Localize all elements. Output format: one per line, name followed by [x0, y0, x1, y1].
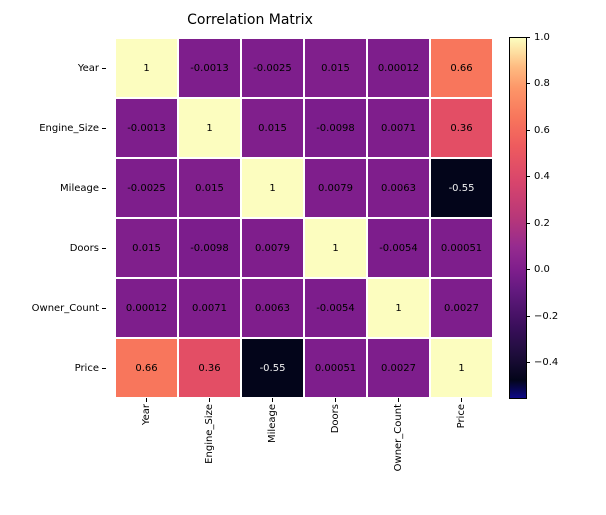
- heatmap-cell: 1: [367, 278, 430, 338]
- heatmap-cell: -0.0054: [367, 218, 430, 278]
- heatmap-cell: -0.0098: [178, 218, 241, 278]
- y-tick-label: Year: [0, 38, 110, 98]
- x-axis-labels: YearEngine_SizeMileageDoorsOwner_CountPr…: [115, 398, 493, 508]
- y-tick-label: Doors: [0, 218, 110, 278]
- heatmap-cell: -0.0098: [304, 98, 367, 158]
- heatmap-cell: 0.015: [115, 218, 178, 278]
- heatmap-cell: 0.015: [178, 158, 241, 218]
- y-tick-label: Engine_Size: [0, 98, 110, 158]
- x-tick-label: Owner_Count: [367, 398, 430, 508]
- heatmap-cell: 0.00051: [430, 218, 493, 278]
- heatmap-cell: 0.36: [430, 98, 493, 158]
- heatmap-grid: 1-0.0013-0.00250.0150.000120.66-0.001310…: [115, 38, 493, 398]
- heatmap-cell: 1: [115, 38, 178, 98]
- y-axis-labels: YearEngine_SizeMileageDoorsOwner_CountPr…: [0, 38, 110, 398]
- heatmap-cell: 0.00012: [367, 38, 430, 98]
- heatmap-cell: -0.0013: [178, 38, 241, 98]
- correlation-heatmap-figure: Correlation Matrix YearEngine_SizeMileag…: [0, 0, 606, 515]
- colorbar: −0.4−0.20.00.20.40.60.81.0: [510, 38, 590, 398]
- colorbar-ticks: −0.4−0.20.00.20.40.60.81.0: [526, 38, 586, 398]
- heatmap-cell: 1: [241, 158, 304, 218]
- x-tick-label: Price: [430, 398, 493, 508]
- heatmap-cell: 0.00012: [115, 278, 178, 338]
- heatmap-cell: 0.0071: [178, 278, 241, 338]
- x-tick-label: Engine_Size: [178, 398, 241, 508]
- heatmap-cell: 0.0079: [241, 218, 304, 278]
- y-tick-label: Owner_Count: [0, 278, 110, 338]
- colorbar-gradient: [510, 38, 526, 398]
- heatmap-cell: 0.0027: [430, 278, 493, 338]
- heatmap-cell: 0.36: [178, 338, 241, 398]
- colorbar-tick: 0.8: [526, 78, 550, 89]
- heatmap-cell: 0.00051: [304, 338, 367, 398]
- heatmap-cell: -0.55: [430, 158, 493, 218]
- x-tick-label: Doors: [304, 398, 367, 508]
- heatmap-cell: -0.0025: [241, 38, 304, 98]
- heatmap-cell: 1: [178, 98, 241, 158]
- heatmap-cell: 0.015: [304, 38, 367, 98]
- heatmap-cell: -0.0025: [115, 158, 178, 218]
- chart-title: Correlation Matrix: [0, 12, 500, 28]
- x-tick-label: Mileage: [241, 398, 304, 508]
- colorbar-tick: −0.2: [526, 311, 558, 322]
- colorbar-tick: 0.6: [526, 125, 550, 136]
- colorbar-tick: 1.0: [526, 32, 550, 43]
- heatmap-cell: 0.0071: [367, 98, 430, 158]
- heatmap-cell: 0.0079: [304, 158, 367, 218]
- x-tick-label: Year: [115, 398, 178, 508]
- heatmap-cell: 0.0063: [241, 278, 304, 338]
- heatmap-cell: 0.66: [430, 38, 493, 98]
- heatmap-cell: 0.015: [241, 98, 304, 158]
- heatmap-cell: -0.0054: [304, 278, 367, 338]
- heatmap-cell: 0.0027: [367, 338, 430, 398]
- y-tick-label: Mileage: [0, 158, 110, 218]
- colorbar-tick: 0.0: [526, 264, 550, 275]
- heatmap-cell: 0.0063: [367, 158, 430, 218]
- heatmap-cell: 0.66: [115, 338, 178, 398]
- colorbar-tick: −0.4: [526, 357, 558, 368]
- heatmap-cell: 1: [304, 218, 367, 278]
- heatmap-cell: -0.0013: [115, 98, 178, 158]
- heatmap-cell: -0.55: [241, 338, 304, 398]
- colorbar-tick: 0.4: [526, 171, 550, 182]
- heatmap-cell: 1: [430, 338, 493, 398]
- colorbar-tick: 0.2: [526, 218, 550, 229]
- y-tick-label: Price: [0, 338, 110, 398]
